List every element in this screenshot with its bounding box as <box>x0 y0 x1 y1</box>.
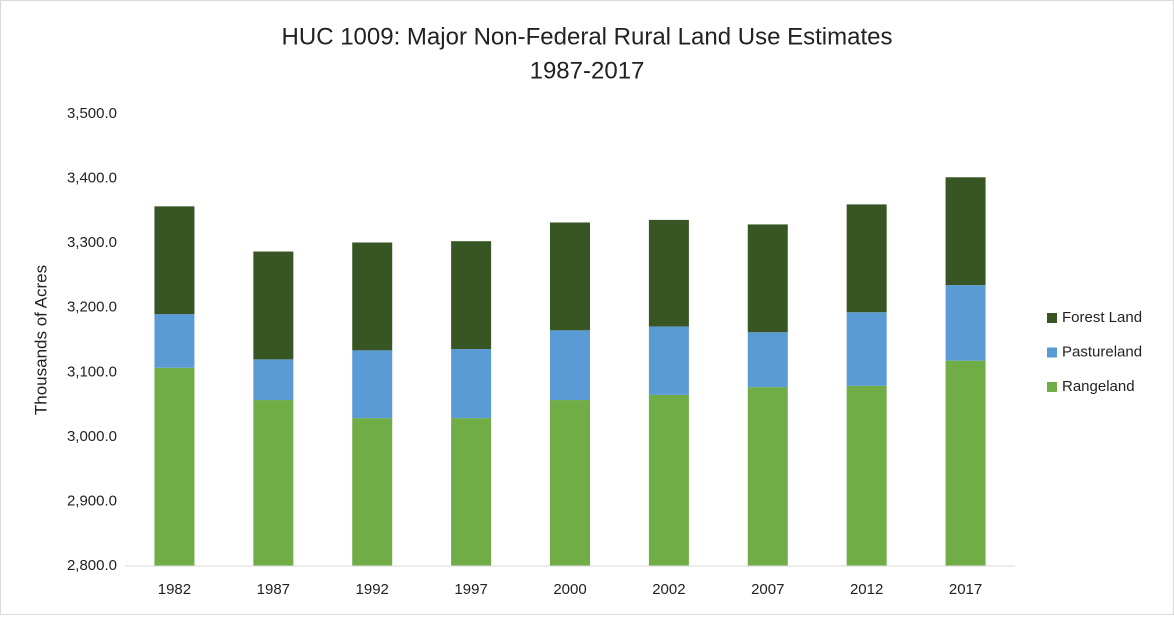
x-tick-label: 1997 <box>454 581 487 598</box>
y-tick-label: 3,300.0 <box>67 234 117 251</box>
y-tick-label: 3,000.0 <box>67 428 117 445</box>
bar-segment <box>253 400 294 566</box>
bar-segment <box>550 222 590 331</box>
bar-segment <box>945 285 986 361</box>
x-tick-label: 1987 <box>257 581 290 598</box>
bar-segment <box>550 400 590 566</box>
bar-segment <box>154 367 195 566</box>
y-tick-label: 3,500.0 <box>67 105 117 122</box>
bar-segment <box>945 360 986 566</box>
bar-segment <box>352 242 393 351</box>
x-tick-label: 2017 <box>949 581 982 598</box>
bar-segment <box>253 359 294 401</box>
bar-segment <box>945 177 986 286</box>
bar-segment <box>747 224 788 333</box>
y-tick-label: 3,400.0 <box>67 170 117 187</box>
bar-segment <box>846 204 887 313</box>
y-axis-label: Thousands of Acres <box>31 265 50 415</box>
y-tick-label: 2,800.0 <box>67 557 117 574</box>
x-tick-label: 1982 <box>158 581 191 598</box>
bar-segment <box>846 312 887 386</box>
bar-segment <box>154 206 195 315</box>
bar-segment <box>550 330 590 401</box>
bar-segment <box>451 349 492 419</box>
legend-label: Forest Land <box>1062 309 1142 326</box>
bar-segment <box>648 219 689 327</box>
bar-segment <box>648 326 689 395</box>
bar-segment <box>747 332 788 388</box>
bar-segment <box>253 251 294 360</box>
y-tick-label: 3,200.0 <box>67 299 117 316</box>
legend-swatch <box>1047 313 1057 323</box>
bar-segment <box>352 418 393 566</box>
x-tick-label: 2007 <box>751 581 784 598</box>
x-tick-label: 2000 <box>553 581 586 598</box>
x-tick-label: 1992 <box>356 581 389 598</box>
chart-title: HUC 1009: Major Non-Federal Rural Land U… <box>282 23 893 50</box>
chart-title: 1987-2017 <box>530 57 645 84</box>
bar-segment <box>747 387 788 566</box>
x-tick-label: 2012 <box>850 581 883 598</box>
y-tick-label: 2,900.0 <box>67 492 117 509</box>
bar-segment <box>846 385 887 566</box>
bar-segment <box>648 394 689 566</box>
bar-segment <box>352 350 393 419</box>
bar-segment <box>451 241 492 350</box>
x-tick-label: 2002 <box>652 581 685 598</box>
legend-label: Pastureland <box>1062 343 1142 360</box>
legend-swatch <box>1047 382 1057 392</box>
legend-label: Rangeland <box>1062 378 1135 395</box>
legend-swatch <box>1047 347 1057 358</box>
bar-segment <box>451 418 492 566</box>
bar-segment <box>154 314 195 368</box>
y-tick-label: 3,100.0 <box>67 363 117 380</box>
